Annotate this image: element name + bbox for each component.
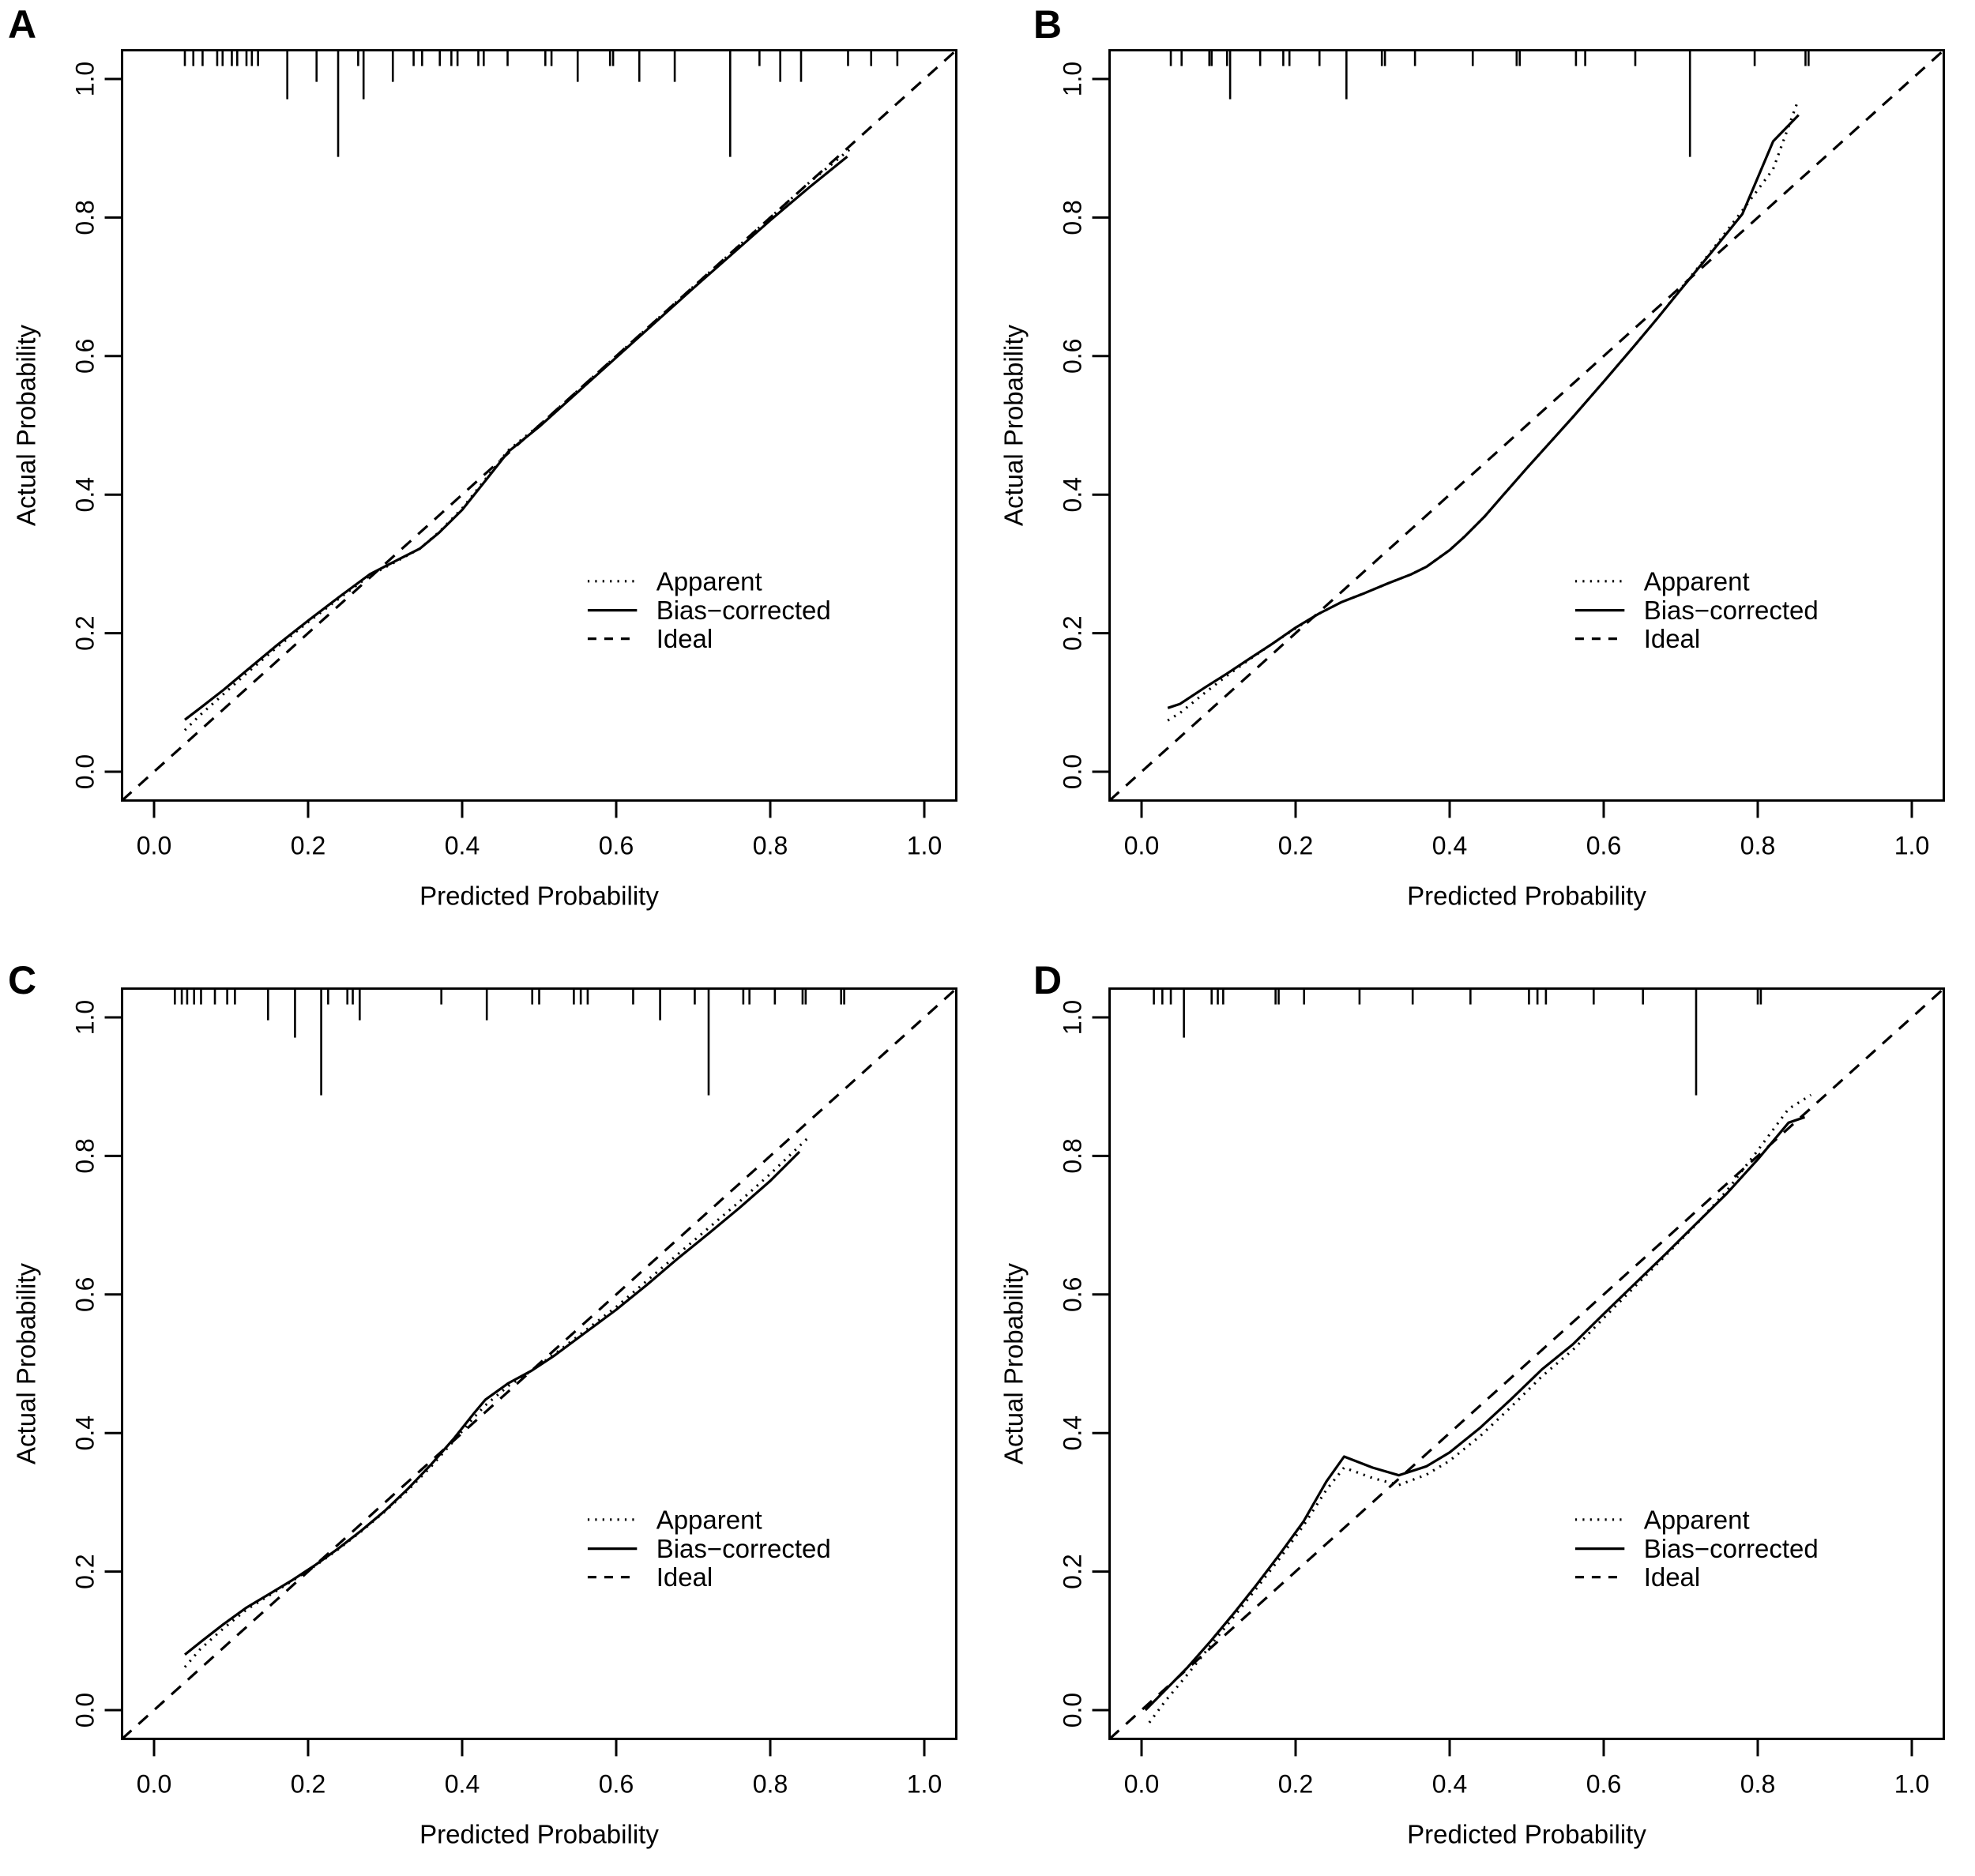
x-tick-label: 0.6 — [1586, 831, 1621, 859]
x-tick-label: 0.4 — [1432, 1769, 1467, 1798]
y-tick-label: 0.2 — [1059, 1554, 1087, 1588]
x-tick-label: 0.2 — [1278, 831, 1313, 859]
legend-label: Apparent — [1644, 566, 1750, 596]
x-axis-title: Predicted Probability — [419, 1819, 659, 1848]
x-tick-label: 0.6 — [1586, 1769, 1621, 1798]
x-tick-label: 0.8 — [753, 831, 788, 859]
x-axis-title: Predicted Probability — [1407, 1819, 1646, 1848]
legend-label: Ideal — [1644, 1562, 1701, 1592]
x-tick-label: 0.4 — [445, 831, 480, 859]
x-axis-title: Predicted Probability — [419, 881, 659, 910]
y-tick-label: 1.0 — [71, 999, 100, 1034]
y-tick-label: 0.8 — [1059, 200, 1087, 235]
x-tick-label: 0.0 — [1124, 831, 1159, 859]
x-tick-label: 1.0 — [1894, 1769, 1929, 1798]
y-tick-label: 0.6 — [1059, 1276, 1087, 1311]
legend-label: Apparent — [1644, 1505, 1750, 1534]
x-tick-label: 0.8 — [1740, 1769, 1775, 1798]
calibration-plot-a: 0.0 0.2 0.4 0.6 0.8 1.0 0.0 0.2 0.4 0.6 0.8 1.0 Pred… — [12, 49, 957, 910]
y-tick-label: 1.0 — [1059, 999, 1087, 1034]
x-tick-label: 0.8 — [1740, 831, 1775, 859]
series-ideal — [1108, 987, 1945, 1740]
panel-a: A 0.0 0.2 0.4 0.6 0.8 1.0 0.0 0.2 0.4 0.6 0.8 1.0 Pr… — [0, 0, 988, 938]
legend-label: Bias−corrected — [1644, 596, 1819, 625]
y-tick-label: 0.4 — [1059, 477, 1087, 512]
legend-label: Bias−corrected — [1644, 1534, 1819, 1563]
x-tick-label: 0.6 — [599, 831, 634, 859]
panel-b: B 0.0 0.2 0.4 0.6 0.8 1.0 0.0 0.2 0.4 0.6 0.8 1.0 Pr… — [988, 0, 1975, 938]
legend-label: Apparent — [656, 1505, 762, 1534]
series-apparent — [183, 1137, 808, 1668]
legend-label: Bias−corrected — [656, 1534, 831, 1563]
y-tick-label: 0.6 — [1059, 339, 1087, 374]
panel-label-a: A — [8, 2, 37, 47]
x-tick-label: 0.4 — [445, 1769, 480, 1798]
x-tick-label: 0.0 — [137, 1769, 171, 1798]
calibration-plot-b: 0.0 0.2 0.4 0.6 0.8 1.0 0.0 0.2 0.4 0.6 0.8 1.0 Pred… — [999, 49, 1945, 910]
panel-d: D 0.0 0.2 0.4 0.6 0.8 1.0 0.0 0.2 0.4 0.6 0.8 1.0 Pr… — [988, 938, 1975, 1876]
x-tick-label: 0.2 — [1278, 1769, 1313, 1798]
y-tick-label: 0.6 — [71, 339, 100, 374]
series-bias-corrected — [1144, 1115, 1806, 1711]
y-tick-label: 0.8 — [71, 200, 100, 235]
series-apparent — [1148, 1093, 1812, 1724]
panel-label-c: C — [8, 957, 37, 1002]
legend-label: Ideal — [656, 624, 713, 653]
y-tick-label: 0.8 — [1059, 1138, 1087, 1173]
panel-label-d: D — [1033, 957, 1063, 1002]
y-tick-label: 0.2 — [71, 615, 100, 650]
y-tick-label: 0.0 — [71, 754, 100, 789]
series-bias-corrected — [184, 155, 848, 721]
plot-box — [121, 987, 957, 1740]
y-tick-label: 0.2 — [71, 1554, 100, 1588]
legend-label: Ideal — [1644, 624, 1701, 653]
x-tick-label: 0.4 — [1432, 831, 1467, 859]
y-tick-label: 0.4 — [1059, 1415, 1087, 1449]
y-tick-label: 0.6 — [71, 1276, 100, 1311]
series-apparent — [1167, 100, 1800, 722]
y-axis-title: Actual Probability — [12, 1262, 41, 1464]
y-tick-label: 0.8 — [71, 1138, 100, 1173]
calibration-plot-c: 0.0 0.2 0.4 0.6 0.8 1.0 0.0 0.2 0.4 0.6 0.8 1.0 Pred… — [12, 987, 957, 1848]
series-ideal — [1108, 49, 1945, 802]
y-tick-label: 1.0 — [71, 62, 100, 96]
plot-box — [121, 49, 957, 802]
calibration-plot-d: 0.0 0.2 0.4 0.6 0.8 1.0 0.0 0.2 0.4 0.6 0.8 1.0 Pred… — [999, 987, 1945, 1848]
panel-label-b: B — [1033, 2, 1063, 47]
series-bias-corrected — [183, 1150, 801, 1656]
y-tick-label: 0.0 — [71, 1692, 100, 1727]
legend-label: Bias−corrected — [656, 596, 831, 625]
y-tick-label: 0.2 — [1059, 615, 1087, 650]
panel-c: C 0.0 0.2 0.4 0.6 0.8 1.0 0.0 0.2 0.4 0.6 0.8 1.0 Pr… — [0, 938, 988, 1876]
x-tick-label: 1.0 — [1894, 831, 1929, 859]
x-tick-label: 0.6 — [599, 1769, 634, 1798]
legend-label: Ideal — [656, 1562, 713, 1592]
y-tick-label: 0.0 — [1059, 754, 1087, 789]
x-tick-label: 0.0 — [1124, 1769, 1159, 1798]
y-tick-label: 0.4 — [71, 477, 100, 512]
x-tick-label: 0.0 — [137, 831, 171, 859]
y-axis-title: Actual Probability — [999, 325, 1029, 526]
x-tick-label: 1.0 — [907, 1769, 942, 1798]
y-tick-label: 0.0 — [1059, 1692, 1087, 1727]
x-tick-label: 1.0 — [907, 831, 942, 859]
plot-box — [1108, 49, 1945, 802]
x-tick-label: 0.8 — [753, 1769, 788, 1798]
series-ideal — [121, 987, 957, 1740]
y-tick-label: 1.0 — [1059, 62, 1087, 96]
x-axis-title: Predicted Probability — [1407, 881, 1646, 910]
series-bias-corrected — [1167, 114, 1800, 709]
y-axis-title: Actual Probability — [12, 325, 41, 526]
x-tick-label: 0.2 — [291, 1769, 325, 1798]
x-tick-label: 0.2 — [291, 831, 325, 859]
y-axis-title: Actual Probability — [999, 1262, 1029, 1464]
legend-label: Apparent — [656, 566, 762, 596]
plot-box — [1108, 987, 1945, 1740]
y-tick-label: 0.4 — [71, 1415, 100, 1449]
